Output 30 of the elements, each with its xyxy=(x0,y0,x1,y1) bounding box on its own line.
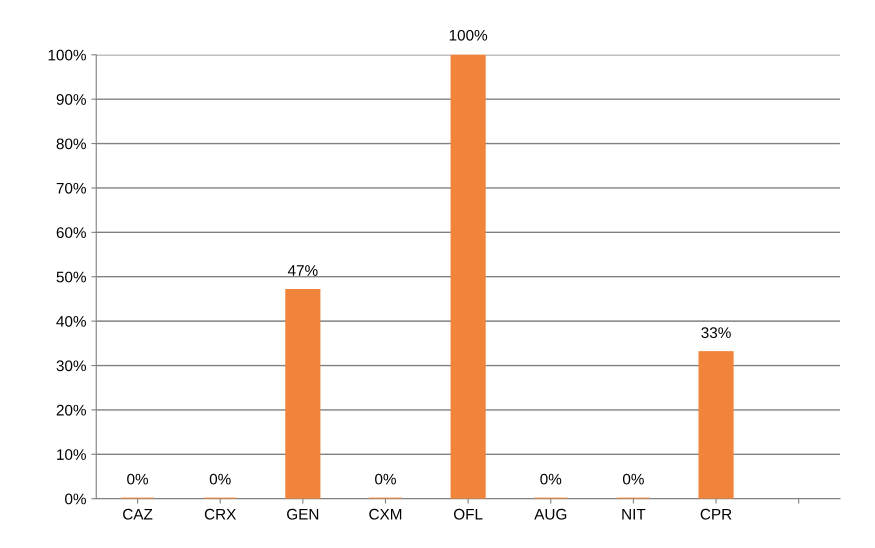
y-tick-label: 40% xyxy=(56,316,86,327)
y-tick-label: 70% xyxy=(56,182,86,194)
y-tick-label: 10% xyxy=(57,449,86,460)
data-label: 0% xyxy=(210,474,231,485)
x-tick-label: CPR xyxy=(700,508,732,520)
x-tick-label: OFL xyxy=(454,508,482,520)
data-label: 0% xyxy=(622,474,644,485)
x-tick-label: GEN xyxy=(287,508,318,520)
x-tick-label: CAZ xyxy=(123,508,152,520)
bar xyxy=(285,289,320,499)
bar xyxy=(698,351,734,499)
y-tick-label: 30% xyxy=(56,360,86,372)
y-tick-label: 100% xyxy=(48,50,86,60)
x-tick-label: CXM xyxy=(369,508,402,520)
y-tick-label: 60% xyxy=(56,227,86,238)
data-label: 100% xyxy=(450,30,488,41)
data-label: 0% xyxy=(375,474,396,485)
data-label: 0% xyxy=(127,474,148,485)
data-label: 0% xyxy=(540,474,562,485)
x-tick-label: NIT xyxy=(622,508,646,520)
y-tick-label: 0% xyxy=(65,494,86,504)
y-tick-label: 20% xyxy=(56,404,86,416)
y-tick-label: 50% xyxy=(56,272,86,282)
y-tick-label: 90% xyxy=(56,94,86,105)
y-tick-label: 80% xyxy=(56,138,86,150)
x-tick-label: CRX xyxy=(204,508,236,520)
x-tick-label: AUG xyxy=(534,508,566,520)
bar xyxy=(450,54,486,499)
data-label: 47% xyxy=(288,265,318,276)
data-label: 33% xyxy=(701,327,731,338)
